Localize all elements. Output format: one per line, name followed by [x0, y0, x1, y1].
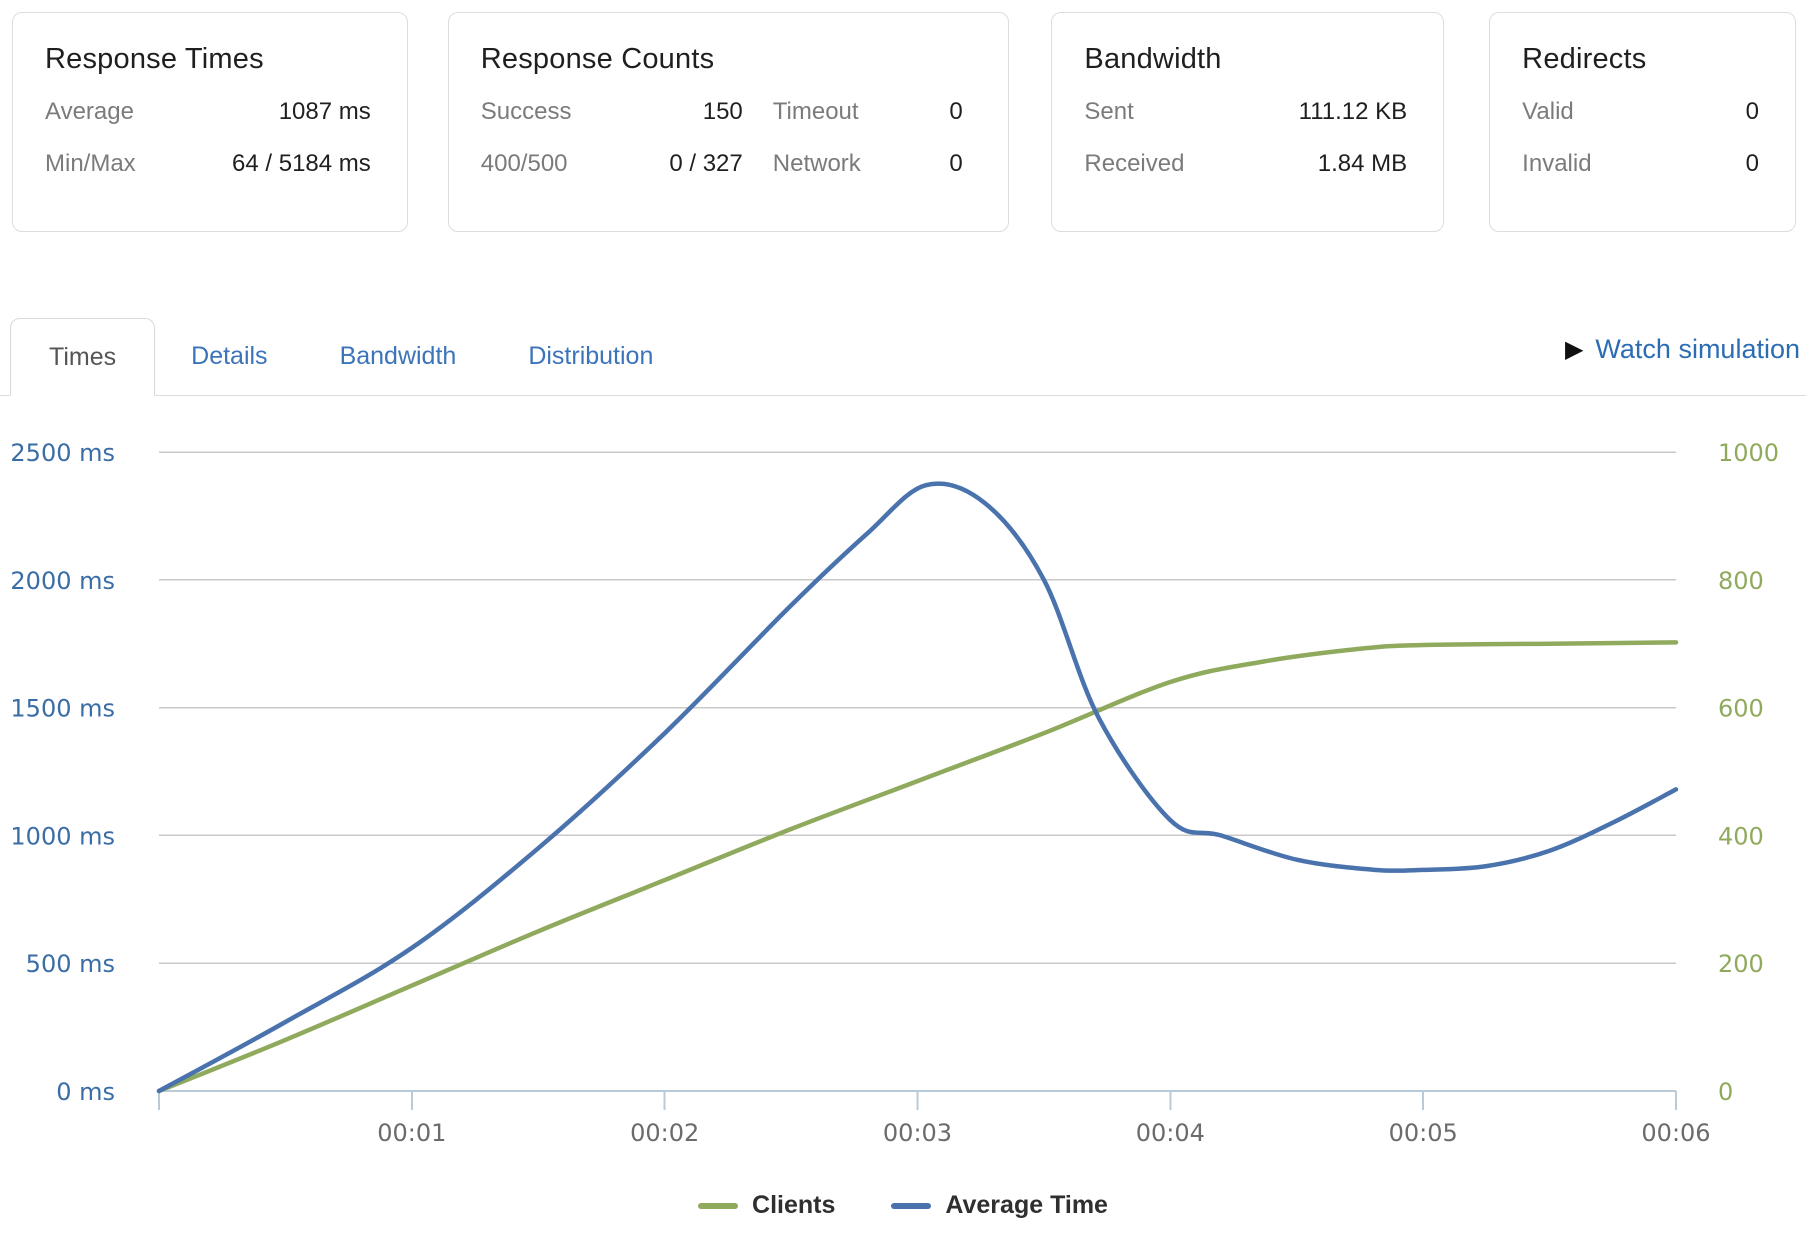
stat-label: Valid — [1522, 98, 1574, 125]
stat-value: 111.12 KB — [1298, 98, 1408, 125]
legend-label: Average Time — [945, 1191, 1108, 1219]
times-chart-canvas: 00:01 00:02 00:03 00:04 00:05 00:06 2500 ms 200… — [10, 439, 1779, 1147]
card-bandwidth: Bandwidth Sent 111.12 KB Received 1.84 M… — [1051, 12, 1445, 232]
stat-row: Invalid 0 — [1522, 150, 1759, 202]
stat-row: Sent 111.12 KB — [1084, 98, 1407, 150]
stat-value: 150 — [702, 98, 743, 125]
stat-label: 400/500 — [480, 150, 568, 177]
stat-value: 1087 ms — [278, 98, 371, 125]
stat-value: 64 / 5184 ms — [232, 150, 371, 177]
stat-label: Average — [45, 98, 134, 125]
card-response-times: Response Times Average 1087 ms Min/Max 6… — [12, 12, 408, 232]
watch-simulation-label: Watch simulation — [1595, 334, 1800, 364]
right-axis-label: 800 — [1718, 567, 1764, 595]
chart-legend: Clients Average Time — [0, 1191, 1806, 1220]
left-axis-label: 1500 ms — [10, 695, 115, 723]
left-axis-label: 0 ms — [56, 1078, 115, 1106]
x-tick-label: 00:04 — [1136, 1119, 1205, 1147]
stat-value: 1.84 MB — [1317, 150, 1408, 177]
left-axis-label: 500 ms — [26, 950, 115, 978]
stat-label: Sent — [1084, 98, 1134, 125]
left-axis-label: 2500 ms — [10, 439, 115, 467]
play-icon: ▶ — [1564, 335, 1584, 363]
stat-label: Timeout — [772, 98, 859, 125]
stat-label: Min/Max — [45, 150, 136, 177]
stat-value: 0 — [949, 98, 963, 125]
stat-row: Average 1087 ms — [45, 98, 371, 150]
stat-row: Network 0 — [773, 150, 963, 202]
x-tick-label: 00:05 — [1389, 1119, 1458, 1147]
stat-value: 0 — [1745, 98, 1759, 125]
stat-row: 400/500 0 / 327 — [481, 150, 743, 202]
left-axis-label: 1000 ms — [10, 822, 115, 850]
x-tick-label: 00:02 — [630, 1119, 699, 1147]
series-line-clients — [156, 640, 1679, 1094]
right-axis-label: 600 — [1718, 695, 1764, 723]
card-title: Redirects — [1522, 43, 1647, 75]
stat-label: Network — [772, 150, 861, 177]
x-tick-label: 00:03 — [883, 1119, 952, 1147]
legend-item-clients: Clients — [698, 1191, 835, 1220]
legend-label: Clients — [752, 1191, 836, 1219]
tab-distribution[interactable]: Distribution — [528, 342, 654, 370]
legend-item-average-time: Average Time — [891, 1191, 1108, 1220]
chart-tabbar: Times Details Bandwidth Distribution ▶ W… — [0, 318, 1806, 396]
stat-label: Invalid — [1522, 150, 1592, 177]
card-title: Response Times — [45, 43, 264, 75]
tab-bandwidth[interactable]: Bandwidth — [339, 342, 457, 370]
stat-row: Success 150 — [481, 98, 743, 150]
tab-times[interactable]: Times — [10, 318, 156, 396]
card-title: Bandwidth — [1084, 43, 1222, 75]
right-axis-label: 1000 — [1718, 439, 1779, 467]
stat-row: Valid 0 — [1522, 98, 1759, 150]
card-redirects: Redirects Valid 0 Invalid 0 — [1489, 12, 1796, 232]
x-tick-label: 00:01 — [377, 1119, 446, 1147]
right-axis-label: 400 — [1718, 822, 1764, 850]
stat-row: Received 1.84 MB — [1084, 150, 1407, 202]
watch-simulation-link[interactable]: ▶ Watch simulation — [1565, 334, 1800, 365]
stat-value: 0 — [1745, 150, 1759, 177]
left-axis-label: 2000 ms — [10, 567, 115, 595]
stat-cards-row: Response Times Average 1087 ms Min/Max 6… — [0, 0, 1806, 232]
right-axis-label: 0 — [1718, 1078, 1733, 1106]
stat-label: Success — [480, 98, 572, 125]
stat-label: Received — [1084, 150, 1185, 177]
card-title: Response Counts — [480, 43, 715, 75]
x-tick-label: 00:06 — [1641, 1119, 1710, 1147]
stat-row: Timeout 0 — [773, 98, 963, 150]
stat-value: 0 / 327 — [669, 150, 743, 177]
times-chart: 00:01 00:02 00:03 00:04 00:05 00:06 2500 ms 200… — [0, 400, 1806, 1220]
card-response-counts: Response Counts Success 150 400/500 0 / … — [447, 12, 1010, 232]
stat-row: Min/Max 64 / 5184 ms — [45, 150, 371, 202]
series-line-average-time — [156, 481, 1679, 1094]
stat-value: 0 — [949, 150, 963, 177]
clients-line-swatch — [698, 1202, 739, 1209]
tab-details[interactable]: Details — [191, 342, 268, 370]
right-axis-label: 200 — [1718, 950, 1764, 978]
average-time-line-swatch — [891, 1202, 932, 1209]
